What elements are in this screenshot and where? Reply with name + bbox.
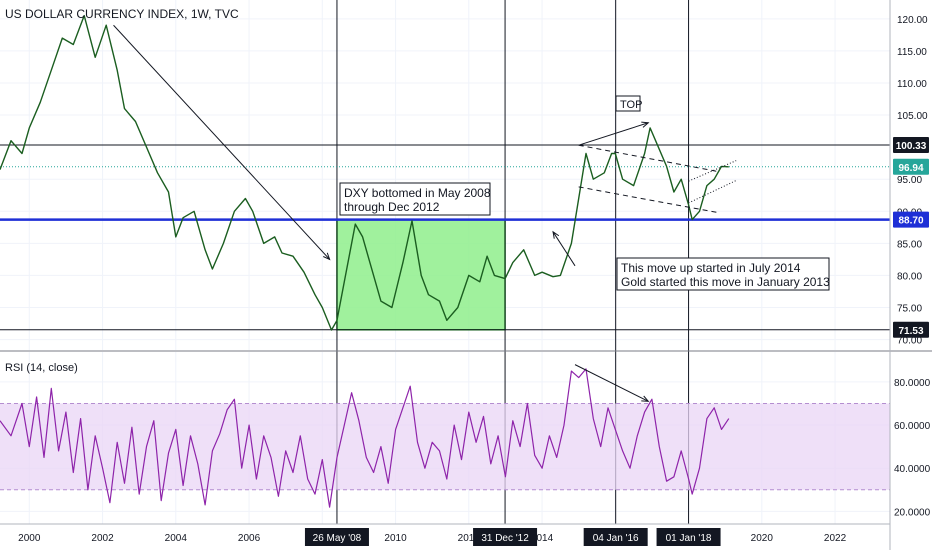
event-marker-badge[interactable] [473,528,538,546]
price-level-badge-label: 100.33 [896,141,927,152]
arrow-head [641,395,650,402]
series-layer [0,14,730,508]
price-level-badges: 100.33 96.94 88.70 71.53 [893,137,929,338]
price-tick-label: 115.00 [897,47,927,58]
rsi-series-line[interactable] [0,368,730,508]
price-series-line[interactable] [0,14,729,331]
price-tick-label: 85.00 [897,239,922,250]
price-level-badge [893,158,929,175]
price-tick-label: 75.00 [897,304,922,315]
time-tick-label: 2022 [824,533,847,544]
time-tick-label: 2006 [238,533,261,544]
rsi-divergence-arrow[interactable] [574,364,649,402]
top-label-box[interactable] [615,95,641,112]
price-tick-label: 110.00 [897,79,927,90]
top-label: TOP [620,99,642,111]
rsi-title: RSI (14, close) [5,362,78,374]
time-axis-bg [0,524,932,550]
time-tick-label: 2000 [18,533,41,544]
price-tick-label: 105.00 [897,111,928,122]
bottom-note-box[interactable] [339,182,491,216]
event-marker-label: 31 Dec '12 [481,533,529,544]
arrow-head [552,230,560,239]
time-tick-label: 2002 [91,533,114,544]
price-level-lines [0,144,890,331]
rsi-tick-label: 80.0000 [894,378,931,389]
rsi-band-layer [0,402,890,491]
rsi-band [0,403,890,490]
move-note-line1: This move up started in July 2014 [621,261,801,275]
price-tick-label: 70.00 [897,336,922,347]
move-note-box[interactable] [616,257,830,291]
downtrend-arrow[interactable] [113,24,330,260]
event-marker-label: 26 May '08 [313,533,362,544]
price-tick-label: 80.00 [897,271,922,282]
event-marker-badge[interactable] [583,528,648,546]
event-marker-label: 04 Jan '16 [593,533,639,544]
price-tick-label: 120.00 [897,15,928,26]
top-arrow[interactable] [578,122,649,146]
channel-upper-line[interactable] [578,144,718,173]
price-level-badge-label: 96.94 [898,163,923,174]
channel-lower-line[interactable] [578,186,718,214]
bottom-note-line1: DXY bottomed in May 2008 [344,186,491,200]
bottom-note-line2: through Dec 2012 [344,200,440,214]
price-level-badge-label: 88.70 [898,216,923,227]
move-note-arrow[interactable] [552,231,576,267]
price-level-badge-label: 71.53 [898,326,923,337]
arrow-head [323,252,331,261]
rsi-axis[interactable]: 80.0000 60.0000 40.0000 20.0000 [894,378,931,518]
event-marker-badge[interactable] [304,528,369,546]
drawings-layer [113,24,737,402]
rsi-tick-label: 20.0000 [894,507,931,518]
move-note-line2: Gold started this move in January 2013 [621,275,830,289]
rsi-tick-label: 40.0000 [894,464,931,475]
price-axis[interactable]: 120.00115.00110.00105.0095.0090.0085.008… [897,15,928,347]
event-marker-label: 01 Jan '18 [666,533,712,544]
time-tick-label: 2012 [458,533,481,544]
event-marker-labels: 26 May '08 31 Dec '12 04 Jan '16 01 Jan '18 [304,528,721,546]
price-level-badge [893,137,929,154]
rsi-tick-label: 60.0000 [894,421,931,432]
time-tick-label: 2004 [165,533,188,544]
price-tick-label: 95.00 [897,175,922,186]
time-tick-label: 2014 [531,533,554,544]
event-marker-badge[interactable] [656,528,721,546]
time-tick-label: 2020 [751,533,774,544]
time-tick-label: 2010 [384,533,407,544]
price-level-badge [893,211,929,228]
arrow-head [641,121,650,128]
chart-title: US DOLLAR CURRENCY INDEX, 1W, TVC [5,7,239,21]
price-level-badge [893,321,929,338]
